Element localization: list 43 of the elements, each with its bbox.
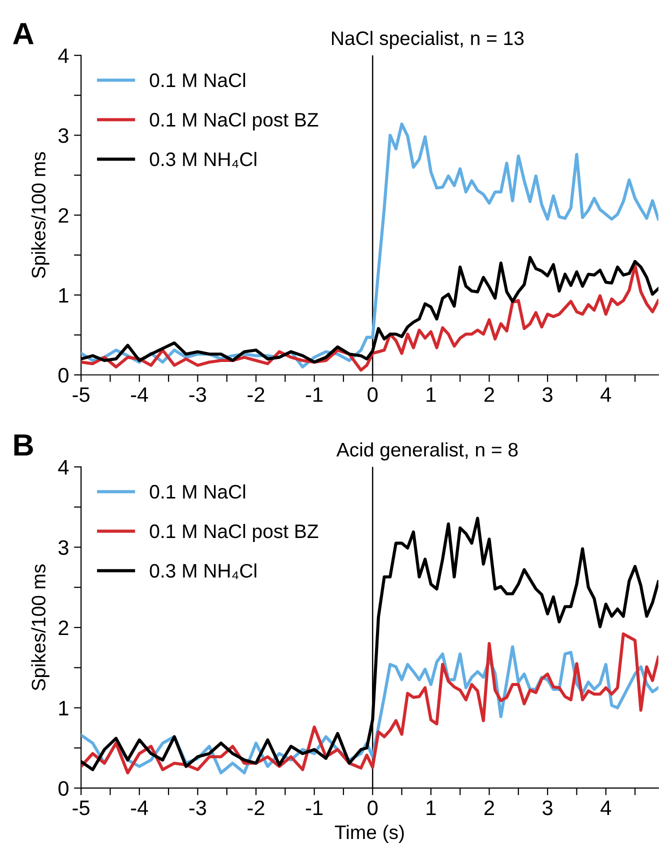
x-tick-label: 4 — [600, 800, 612, 816]
x-tick-label: -3 — [189, 800, 206, 816]
x-tick-label: 3 — [542, 800, 552, 816]
y-tick-label: 2 — [58, 620, 68, 636]
legend-label: 0.1 M NaCl — [150, 484, 246, 499]
x-tick-label: -2 — [248, 800, 264, 816]
legend-label: 0.3 M NH₄Cl — [150, 563, 256, 580]
x-tick-label: -3 — [189, 387, 206, 402]
legend-label: 0.1 M NaCl — [150, 72, 246, 88]
text: A — [13, 23, 34, 44]
x-tick-label: -4 — [131, 387, 148, 402]
x-tick-label: 1 — [426, 387, 436, 402]
y-tick-label: 0 — [58, 781, 68, 796]
x-tick-label: -5 — [72, 387, 90, 402]
x-tick-label: 0 — [368, 387, 378, 402]
y-tick-label: 3 — [58, 540, 68, 555]
y-tick-label: 4 — [58, 460, 69, 474]
x-axis-title: Time (s) — [334, 824, 404, 843]
legend-label: 0.1 M NaCl post BZ — [150, 112, 318, 131]
x-tick-label: 3 — [542, 387, 552, 402]
chart-title: Acid generalist, n = 8 — [336, 442, 518, 460]
legend-label: 0.1 M NaCl post BZ — [150, 524, 318, 542]
x-tick-label: -5 — [72, 800, 90, 816]
y-axis-title: Spikes/100 ms — [31, 152, 50, 278]
y-tick-label: 1 — [59, 288, 68, 303]
x-tick-label: 0 — [368, 800, 378, 816]
y-tick-label: 1 — [59, 701, 68, 716]
text: B — [14, 434, 33, 456]
x-tick-label: 1 — [426, 800, 436, 816]
y-tick-label: 4 — [58, 48, 69, 63]
x-tick-label: 2 — [484, 387, 494, 402]
legend-label: 0.3 M NH₄Cl — [150, 152, 256, 168]
x-tick-label: -4 — [131, 800, 148, 816]
x-tick-label: 4 — [600, 387, 612, 402]
y-tick-label: 2 — [58, 208, 68, 223]
y-tick-label: 0 — [58, 368, 68, 383]
y-axis-title: Spikes/100 ms — [31, 564, 50, 690]
chart-title: NaCl specialist, n = 13 — [332, 30, 524, 49]
x-tick-label: -2 — [248, 387, 264, 402]
x-tick-label: -1 — [306, 800, 323, 816]
x-tick-label: 2 — [484, 800, 494, 816]
x-tick-label: -1 — [306, 387, 323, 402]
y-tick-label: 3 — [58, 128, 68, 144]
